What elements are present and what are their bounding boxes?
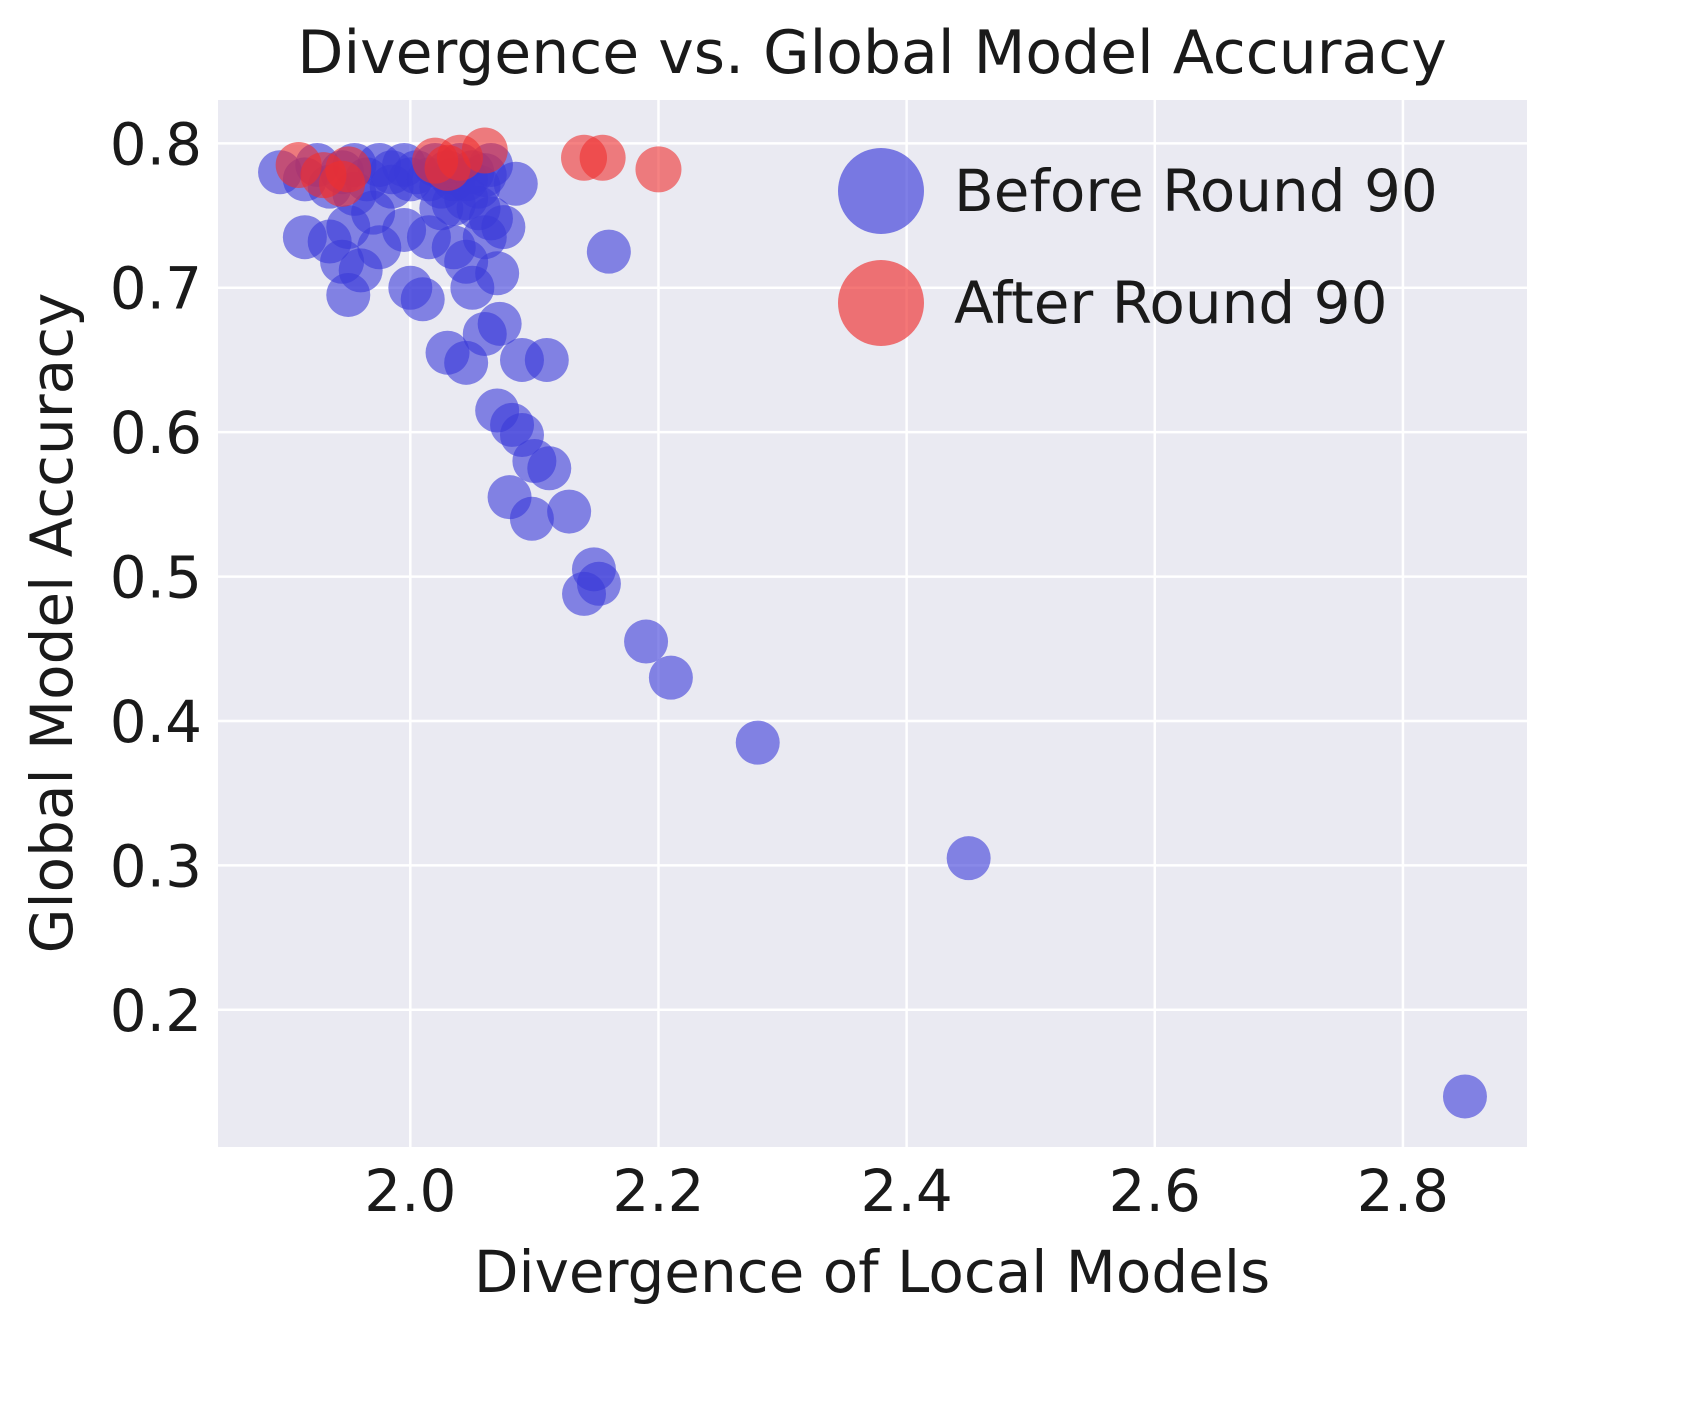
- scatter-point-before: [562, 571, 607, 616]
- x-axis-label: Divergence of Local Models: [473, 1238, 1271, 1306]
- scatter-point-before: [946, 836, 991, 881]
- scatter-point-after: [579, 134, 626, 181]
- scatter-point-before: [282, 215, 327, 260]
- scatter-point-before: [586, 229, 631, 274]
- scatter-point-before: [1442, 1074, 1487, 1119]
- x-tick-label: 2.2: [612, 1157, 704, 1225]
- scatter-point-before: [475, 251, 520, 296]
- scatter-point-before: [547, 489, 592, 534]
- x-tick-label: 2.8: [1357, 1157, 1449, 1225]
- scatter-point-before: [735, 720, 780, 765]
- y-axis-label: Global Model Accuracy: [18, 292, 86, 954]
- scatter-point-before: [493, 161, 538, 206]
- legend-label-after: After Round 90: [954, 269, 1388, 337]
- scatter-point-before: [481, 205, 526, 250]
- legend: Before Round 90 After Round 90: [838, 142, 1438, 352]
- scatter-point-before: [509, 496, 554, 541]
- y-tick-label: 0.2: [110, 977, 202, 1045]
- legend-item-after: After Round 90: [838, 254, 1438, 352]
- scatter-point-before: [624, 619, 669, 664]
- scatter-point-before: [477, 301, 522, 346]
- y-tick-label: 0.7: [110, 255, 202, 323]
- x-tick-label: 2.0: [364, 1157, 456, 1225]
- legend-label-before: Before Round 90: [954, 157, 1438, 225]
- y-tick-label: 0.6: [110, 399, 202, 467]
- scatter-point-after: [325, 146, 372, 193]
- scatter-point-before: [527, 446, 572, 491]
- x-tick-label: 2.6: [1109, 1157, 1201, 1225]
- chart-title: Divergence vs. Global Model Accuracy: [297, 18, 1447, 88]
- legend-marker-before-icon: [838, 148, 924, 234]
- scatter-point-before: [326, 272, 371, 317]
- y-tick-label: 0.8: [110, 110, 202, 178]
- x-tick-label: 2.4: [860, 1157, 952, 1225]
- legend-item-before: Before Round 90: [838, 142, 1438, 240]
- scatter-point-after: [461, 127, 508, 174]
- scatter-point-before: [648, 655, 693, 700]
- legend-marker-after-icon: [838, 260, 924, 346]
- scatter-point-after: [635, 146, 682, 193]
- y-tick-label: 0.3: [110, 832, 202, 900]
- y-tick-label: 0.5: [110, 544, 202, 612]
- scatter-point-before: [524, 337, 569, 382]
- scatter-point-before: [400, 277, 445, 322]
- y-tick-label: 0.4: [110, 688, 202, 756]
